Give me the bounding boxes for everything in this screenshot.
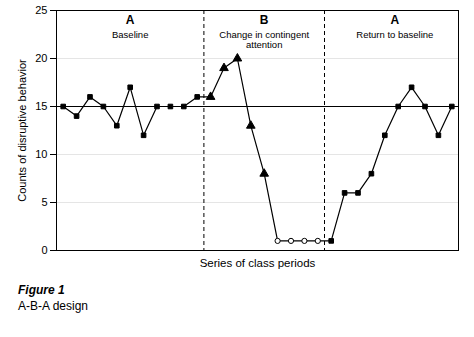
svg-text:Return to baseline: Return to baseline	[356, 29, 433, 40]
svg-text:15: 15	[35, 100, 47, 112]
svg-text:B: B	[260, 13, 269, 27]
svg-text:Change in contingentattention: Change in contingentattention	[219, 29, 309, 49]
svg-text:0: 0	[41, 244, 47, 256]
svg-text:20: 20	[35, 52, 47, 64]
svg-text:Counts of disruptive behavior: Counts of disruptive behavior	[16, 59, 28, 202]
svg-text:25: 25	[35, 4, 47, 16]
svg-text:10: 10	[35, 148, 47, 160]
svg-text:Series of class periods: Series of class periods	[200, 257, 316, 269]
svg-text:5: 5	[41, 196, 47, 208]
svg-text:A: A	[126, 13, 135, 27]
html-text:Figure 1: Figure 1	[18, 283, 65, 297]
svg-text:A: A	[391, 13, 400, 27]
html-text:A-B-A design: A-B-A design	[18, 299, 88, 313]
svg-text:Baseline: Baseline	[112, 29, 148, 40]
